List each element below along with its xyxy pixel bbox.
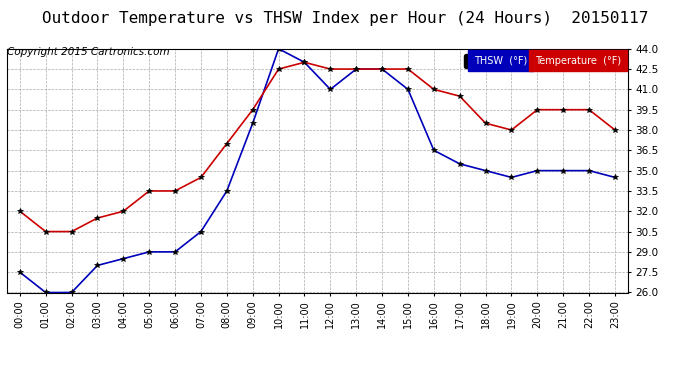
Text: Outdoor Temperature vs THSW Index per Hour (24 Hours)  20150117: Outdoor Temperature vs THSW Index per Ho… <box>42 11 648 26</box>
Legend: THSW  (°F), Temperature  (°F): THSW (°F), Temperature (°F) <box>464 54 623 68</box>
Text: Copyright 2015 Cartronics.com: Copyright 2015 Cartronics.com <box>7 47 170 57</box>
